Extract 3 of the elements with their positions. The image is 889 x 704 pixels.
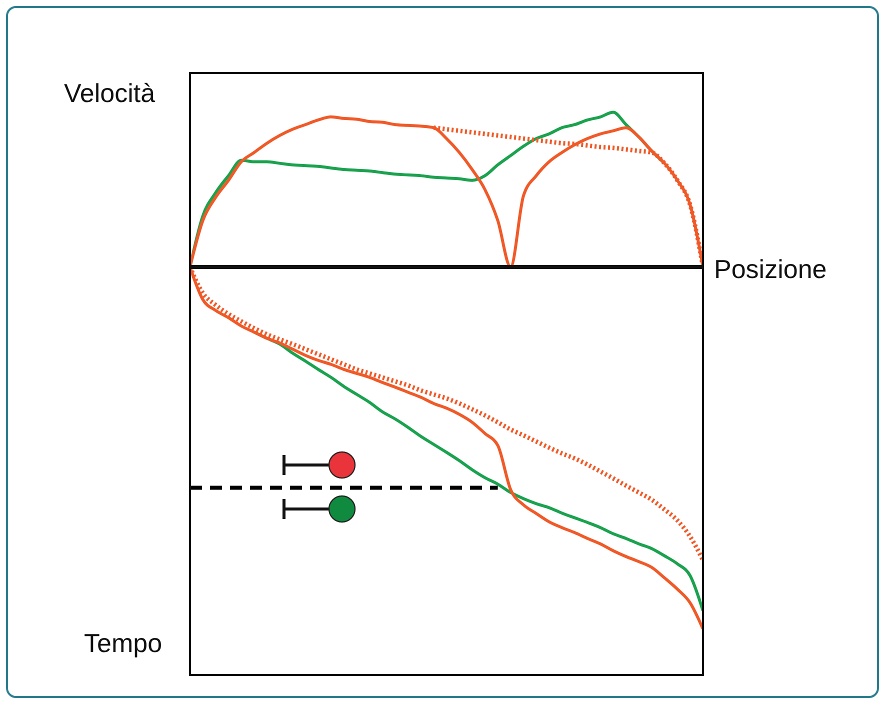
x-axis-title: Posizione — [714, 254, 827, 285]
y-axis-title: Tempo — [84, 628, 162, 659]
y-axis-title: Velocità — [64, 78, 156, 109]
